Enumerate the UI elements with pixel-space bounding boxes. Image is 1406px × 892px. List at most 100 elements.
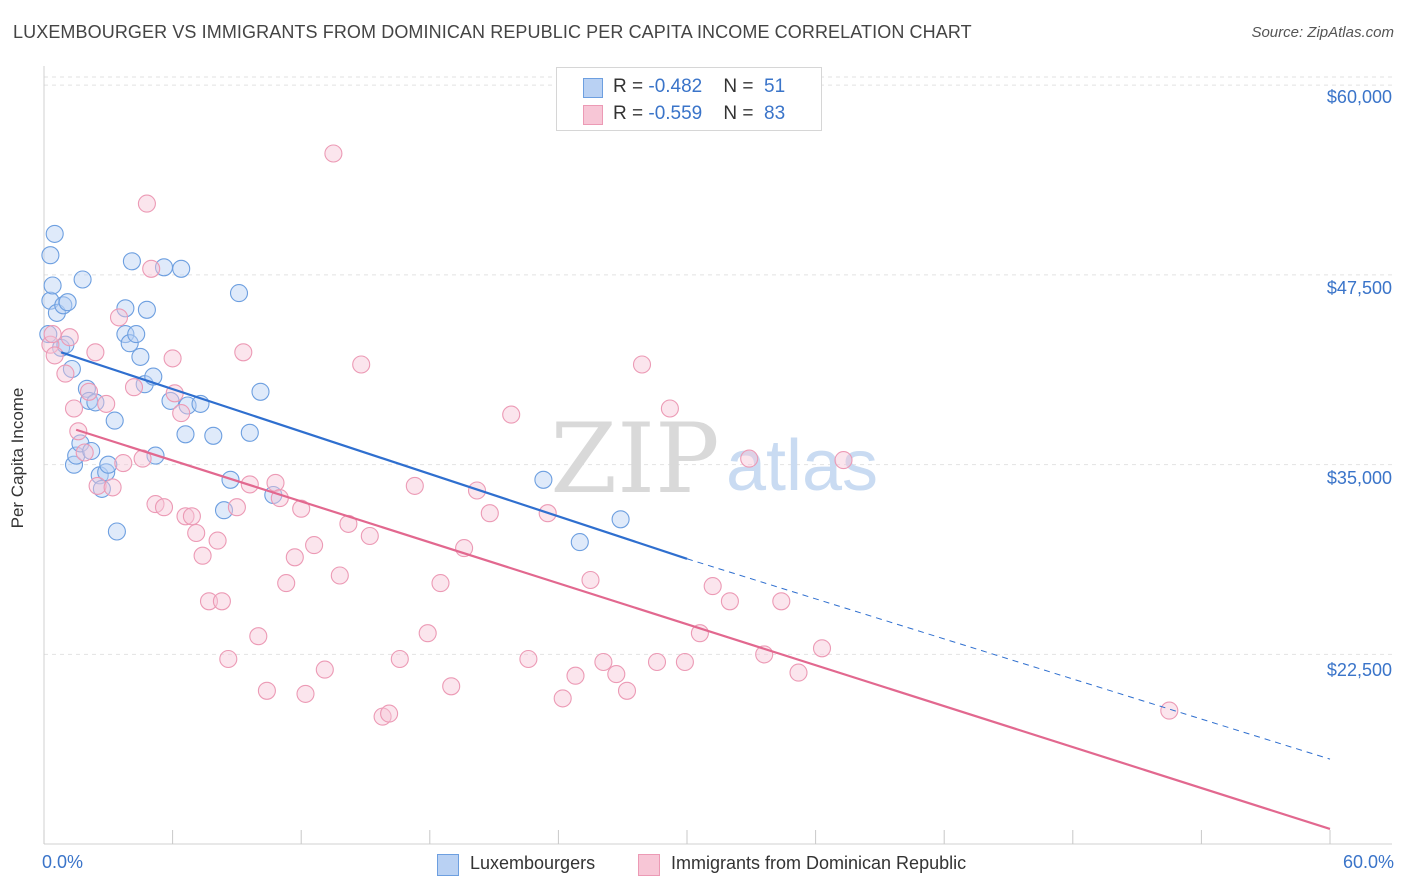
data-point-dominican — [43, 325, 62, 344]
data-point-luxembourgers — [204, 426, 223, 445]
data-point-dominican — [405, 476, 424, 495]
y-tick-label: $35,000 — [1326, 468, 1392, 488]
data-point-dominican — [56, 364, 75, 383]
data-point-luxembourgers — [127, 325, 146, 344]
data-point-dominican — [431, 574, 450, 593]
data-point-luxembourgers — [251, 382, 270, 401]
data-point-dominican — [607, 665, 626, 684]
data-point-dominican — [740, 449, 759, 468]
trend-line-luxembourgers-extension — [686, 558, 1331, 760]
data-point-dominican — [227, 498, 246, 517]
legend-n-label: N = — [723, 103, 759, 124]
data-point-dominican — [176, 507, 195, 526]
data-point-luxembourgers — [82, 441, 101, 461]
data-point-dominican — [266, 473, 285, 492]
legend-n-value: 51 — [764, 76, 786, 97]
legend-swatch-dominican — [638, 854, 660, 876]
legend-swatch-dominican — [583, 105, 603, 125]
legend-n-value: 83 — [764, 103, 786, 124]
source-label: Source: ZipAtlas.com — [1251, 24, 1394, 41]
data-point-dominican — [103, 478, 122, 497]
legend-r-value: -0.559 — [648, 103, 703, 124]
data-point-dominican — [330, 566, 349, 585]
data-point-dominican — [675, 652, 694, 672]
data-point-dominican — [480, 504, 499, 523]
data-point-dominican — [142, 259, 161, 278]
chart-title: LUXEMBOURGER VS IMMIGRANTS FROM DOMINICA… — [13, 22, 972, 42]
watermark: ZIP atlas — [550, 403, 878, 515]
data-point-dominican — [360, 526, 379, 546]
legend-swatch-luxembourgers — [583, 78, 603, 98]
data-point-luxembourgers — [240, 423, 259, 442]
data-point-dominican — [703, 577, 722, 596]
data-point-dominican — [553, 689, 572, 708]
legend-label: Immigrants from Dominican Republic — [671, 853, 967, 873]
data-point-dominican — [305, 536, 324, 555]
data-point-dominican — [88, 476, 107, 495]
data-point-dominican — [79, 382, 99, 401]
data-point-luxembourgers — [116, 299, 135, 318]
data-point-dominican — [212, 592, 231, 611]
data-point-dominican — [219, 649, 238, 669]
data-point-dominican — [834, 451, 853, 470]
data-point-dominican — [285, 548, 304, 567]
data-points — [39, 144, 1179, 726]
data-point-dominican — [234, 343, 253, 362]
trend-line-luxembourgers — [60, 351, 688, 560]
data-point-luxembourgers — [131, 347, 150, 366]
data-point-dominican — [660, 399, 679, 418]
data-point-dominican — [315, 660, 334, 679]
data-point-dominican — [172, 404, 191, 423]
data-point-dominican — [566, 666, 585, 685]
data-point-dominican — [292, 499, 311, 518]
data-point-dominican — [296, 684, 315, 703]
watermark-zip: ZIP — [550, 403, 719, 515]
data-point-dominican — [789, 663, 808, 682]
data-point-dominican — [86, 343, 105, 362]
watermark-atlas: atlas — [726, 426, 878, 506]
legend-n-label: N = — [723, 76, 759, 97]
data-point-dominican — [617, 681, 637, 700]
data-point-dominican — [257, 681, 276, 700]
gridlines — [44, 76, 1392, 655]
data-point-dominican — [632, 355, 652, 374]
x-tick-min: 0.0% — [42, 852, 84, 872]
legend-swatch-luxembourgers — [437, 854, 459, 876]
data-point-dominican — [772, 592, 791, 611]
legend-r-value: -0.482 — [648, 76, 703, 97]
data-point-dominican — [418, 624, 437, 643]
y-tick-label: $60,000 — [1326, 87, 1392, 107]
data-point-dominican — [581, 570, 600, 590]
data-point-luxembourgers — [570, 533, 589, 552]
data-point-luxembourgers — [534, 470, 553, 489]
data-point-dominican — [109, 308, 129, 327]
data-point-luxembourgers — [47, 303, 66, 322]
data-point-luxembourgers — [122, 252, 141, 271]
data-point-luxembourgers — [99, 455, 118, 474]
data-point-dominican — [187, 523, 206, 543]
data-point-dominican — [812, 639, 832, 658]
data-point-dominican — [64, 399, 84, 418]
data-point-dominican — [114, 454, 133, 473]
data-point-dominican — [193, 546, 212, 565]
data-point-dominican — [502, 405, 521, 424]
trend-lines — [60, 351, 1331, 831]
axes — [43, 66, 1392, 845]
data-point-dominican — [390, 649, 409, 669]
data-point-dominican — [208, 531, 227, 550]
data-point-dominican — [124, 378, 144, 397]
data-point-dominican — [594, 652, 613, 672]
correlation-legend: R = -0.482 N = 51 R = -0.559 N = 83 — [556, 67, 822, 131]
data-point-luxembourgers — [107, 522, 126, 541]
data-point-luxembourgers — [172, 259, 191, 278]
data-point-luxembourgers — [43, 276, 62, 295]
data-point-luxembourgers — [58, 293, 77, 312]
data-point-luxembourgers — [120, 334, 139, 353]
data-point-dominican — [97, 394, 116, 413]
data-point-dominican — [324, 144, 343, 163]
trend-line-dominican — [75, 428, 1331, 831]
data-point-dominican — [41, 335, 60, 354]
x-tick-max: 60.0% — [1342, 852, 1394, 872]
data-point-dominican — [442, 677, 461, 696]
